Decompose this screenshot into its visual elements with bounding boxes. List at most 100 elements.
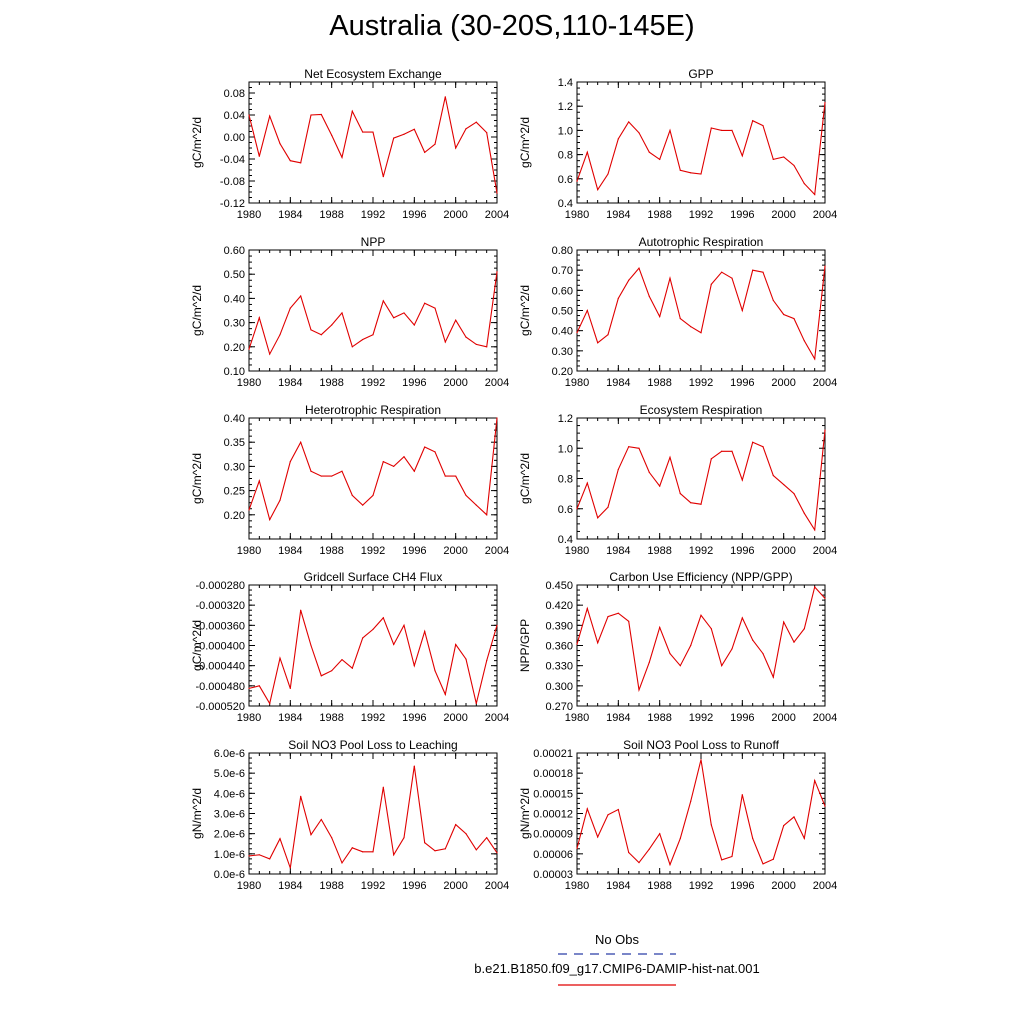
data-point — [331, 837, 332, 838]
x-tick-label: 1992 — [361, 545, 385, 557]
data-point — [434, 307, 435, 308]
data-point — [659, 159, 660, 160]
data-point — [700, 173, 701, 174]
data-point — [638, 689, 639, 690]
data-point — [669, 457, 670, 458]
plot-frame — [577, 753, 825, 874]
x-tick-label: 1984 — [278, 209, 302, 221]
data-point — [731, 278, 732, 279]
data-point — [310, 471, 311, 472]
data-point — [341, 157, 342, 158]
x-tick-label: 1996 — [730, 209, 754, 221]
data-point — [465, 833, 466, 834]
data-point — [455, 147, 456, 148]
data-point — [496, 417, 497, 418]
x-tick-label: 1980 — [237, 545, 261, 557]
data-point — [455, 320, 456, 321]
data-point — [824, 598, 825, 599]
x-tick-label: 1988 — [647, 209, 671, 221]
data-point — [496, 852, 497, 853]
data-point — [783, 825, 784, 826]
y-tick-label: 1.0 — [558, 443, 573, 455]
x-tick-label: 2000 — [443, 545, 467, 557]
y-tick-label: 0.6 — [558, 174, 573, 186]
series-line — [249, 418, 497, 520]
data-point — [762, 863, 763, 864]
data-point — [331, 135, 332, 136]
data-point — [814, 780, 815, 781]
data-point — [248, 855, 249, 856]
data-point — [321, 819, 322, 820]
data-point — [659, 316, 660, 317]
data-point — [403, 625, 404, 626]
data-point — [279, 658, 280, 659]
data-point — [403, 837, 404, 838]
series-line — [577, 266, 825, 359]
y-tick-label: 5.0e-6 — [214, 768, 245, 780]
x-tick-label: 2000 — [443, 880, 467, 892]
legend-label-model-run: b.e21.B1850.f09_g17.CMIP6-DAMIP-hist-nat… — [0, 961, 1024, 976]
data-point — [476, 344, 477, 345]
data-point — [721, 272, 722, 273]
data-point — [587, 608, 588, 609]
y-tick-label: 0.00015 — [533, 788, 573, 800]
y-tick-label: 0.70 — [552, 265, 573, 277]
data-point — [259, 317, 260, 318]
x-tick-label: 1980 — [565, 545, 589, 557]
data-point — [659, 833, 660, 834]
y-tick-label: 3.0e-6 — [214, 809, 245, 821]
y-tick-label: 0.04 — [224, 110, 245, 122]
data-point — [804, 513, 805, 514]
y-tick-label: -0.000320 — [195, 600, 245, 612]
data-point — [259, 854, 260, 855]
x-tick-label: 1980 — [565, 712, 589, 724]
data-point — [783, 621, 784, 622]
x-tick-label: 2000 — [771, 545, 795, 557]
x-tick-label: 1992 — [689, 880, 713, 892]
data-point — [424, 842, 425, 843]
data-point — [393, 854, 394, 855]
data-point — [362, 339, 363, 340]
data-point — [300, 442, 301, 443]
x-tick-label: 1996 — [402, 712, 426, 724]
panel-3: NPPgC/m^2/d0.600.500.400.300.200.101980 1… — [190, 235, 509, 389]
x-tick-label: 1992 — [361, 712, 385, 724]
data-point — [742, 794, 743, 795]
data-point — [607, 507, 608, 508]
data-point — [824, 102, 825, 103]
data-point — [618, 809, 619, 810]
data-point — [804, 838, 805, 839]
data-point — [814, 529, 815, 530]
data-point — [752, 120, 753, 121]
panel-title: GPP — [688, 67, 713, 81]
data-point — [290, 867, 291, 868]
data-point — [669, 130, 670, 131]
data-point — [721, 130, 722, 131]
data-point — [752, 640, 753, 641]
y-tick-label: 1.2 — [558, 413, 573, 425]
data-point — [269, 116, 270, 117]
data-point — [576, 181, 577, 182]
data-point — [445, 341, 446, 342]
data-point — [321, 114, 322, 115]
x-tick-label: 2004 — [813, 209, 837, 221]
data-point — [269, 703, 270, 704]
data-point — [362, 131, 363, 132]
data-point — [659, 627, 660, 628]
data-point — [669, 653, 670, 654]
data-point — [341, 471, 342, 472]
data-point — [279, 838, 280, 839]
x-tick-label: 1984 — [606, 712, 630, 724]
x-tick-label: 1988 — [647, 712, 671, 724]
x-tick-label: 2004 — [813, 545, 837, 557]
y-tick-label: 0.00021 — [533, 748, 573, 760]
x-tick-label: 1996 — [402, 545, 426, 557]
x-tick-label: 1984 — [278, 712, 302, 724]
data-point — [310, 645, 311, 646]
y-tick-label: 0.00018 — [533, 768, 573, 780]
x-tick-label: 2004 — [813, 377, 837, 389]
data-point — [486, 514, 487, 515]
y-tick-label: 0.00009 — [533, 829, 573, 841]
panel-8: Carbon Use Efficiency (NPP/GPP)NPP/GPP0.… — [518, 570, 837, 724]
panel-4: Autotrophic RespirationgC/m^2/d0.800.700… — [518, 235, 837, 389]
